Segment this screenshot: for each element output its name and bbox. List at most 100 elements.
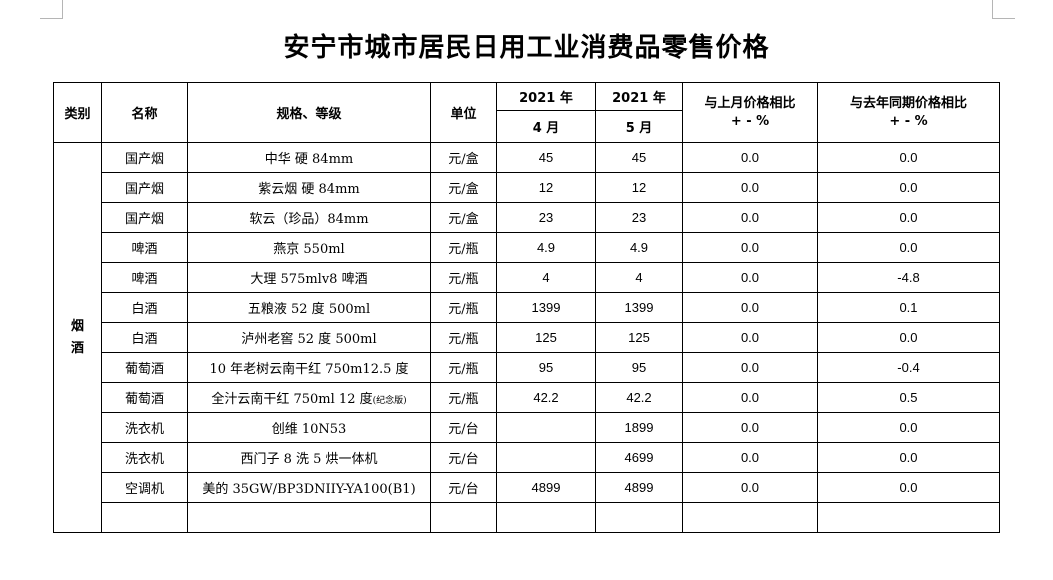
empty-cell — [817, 502, 1000, 533]
table-row: 啤酒 大理 575mlv8 啤酒 元/瓶 4 4 0.0 -4.8 — [54, 262, 1000, 293]
cell-may: 95 — [595, 352, 683, 383]
empty-cell — [496, 502, 596, 533]
cell-apr: 4.9 — [496, 232, 596, 263]
cell-unit: 元/台 — [430, 442, 497, 473]
header-mom: 与上月价格相比 + - % — [682, 82, 818, 143]
cell-name: 葡萄酒 — [101, 352, 188, 383]
cell-spec: 创维 10N53 — [187, 412, 431, 443]
header-row-months: 4 月 5 月 — [54, 110, 1000, 143]
cell-name: 啤酒 — [101, 232, 188, 263]
cell-spec-text: 西门子 8 洗 5 烘一体机 — [240, 452, 378, 467]
table-row: 葡萄酒 10 年老树云南干红 750m12.5 度元/瓶 95 95 0.0 -0.4 — [54, 352, 1000, 383]
cell-may: 4699 — [595, 442, 683, 473]
table-row: 空调机 美的 35GW/BP3DNIIY-YA100(B1) 元/台 4899 4899… — [54, 472, 1000, 503]
cell-may: 1399 — [595, 292, 683, 323]
cell-spec-text: 中华 硬 84mm — [264, 152, 354, 167]
cell-spec: 软云（珍品）84mm — [187, 202, 431, 233]
cell-spec-text: 软云（珍品）84mm — [249, 212, 369, 227]
cell-mom: 0.0 — [682, 142, 818, 173]
category-char: 酒 — [70, 340, 84, 356]
cell-mom: 0.0 — [682, 472, 818, 503]
cell-name: 洗衣机 — [101, 412, 188, 443]
table-row: 啤酒 燕京 550ml 元/瓶 4.9 4.9 0.0 0.0 — [54, 232, 1000, 263]
cell-apr: 1399 — [496, 292, 596, 323]
page-title: 安宁市城市居民日用工业消费品零售价格 — [283, 33, 770, 63]
cell-mom: 0.0 — [682, 382, 818, 413]
cell-unit: 元/瓶 — [430, 322, 497, 353]
cell-may: 1899 — [595, 412, 683, 443]
cell-spec-note: (纪念版) — [372, 396, 407, 406]
header-yoy-unit: + - % — [889, 113, 928, 129]
cell-yoy: 0.0 — [817, 172, 1000, 203]
cell-spec: 10 年老树云南干红 750m12.5 度 — [187, 352, 431, 383]
cell-apr: 42.2 — [496, 382, 596, 413]
cell-spec: 西门子 8 洗 5 烘一体机 — [187, 442, 431, 473]
cell-mom: 0.0 — [682, 322, 818, 353]
cell-name: 国产烟 — [101, 172, 188, 203]
cell-spec-text: 创维 10N53 — [271, 422, 347, 437]
cell-apr: 4899 — [496, 472, 596, 503]
cell-mom: 0.0 — [682, 292, 818, 323]
cell-apr — [496, 412, 596, 443]
cell-unit: 元/瓶 — [430, 292, 497, 323]
cell-name: 葡萄酒 — [101, 382, 188, 413]
cell-yoy: -4.8 — [817, 262, 1000, 293]
cell-unit: 元/盒 — [430, 202, 497, 233]
cell-name: 洗衣机 — [101, 442, 188, 473]
cell-apr: 125 — [496, 322, 596, 353]
table-row: 白酒 五粮液 52 度 500ml 元/瓶 1399 1399 0.0 0.1 — [54, 292, 1000, 323]
header-mom-title: 与上月价格相比 — [704, 95, 796, 111]
cell-spec: 紫云烟 硬 84mm — [187, 172, 431, 203]
cell-yoy: -0.4 — [817, 352, 1000, 383]
cell-apr: 12 — [496, 172, 596, 203]
cell-apr: 45 — [496, 142, 596, 173]
table-row: 烟酒国产烟 中华 硬 84mm 元/盒 45 45 0.0 0.0 — [53, 142, 1000, 533]
cell-spec: 全汁云南干红 750ml 12 度(纪念版) — [187, 382, 431, 413]
cell-mom: 0.0 — [682, 202, 818, 233]
cell-unit: 元/瓶 — [430, 382, 497, 413]
crop-mark-top-right — [992, 0, 1015, 19]
cell-yoy: 0.0 — [817, 472, 1000, 503]
cell-unit: 元/瓶 — [430, 262, 497, 293]
cell-yoy: 0.0 — [817, 202, 1000, 233]
cell-spec: 泸州老窖 52 度 500ml — [187, 322, 431, 353]
cell-may: 4 — [595, 262, 683, 293]
cell-spec-text: 紫云烟 硬 84mm — [258, 182, 360, 197]
cell-spec-text: 全汁云南干红 750ml 12 度 — [211, 392, 373, 407]
cell-mom: 0.0 — [682, 262, 818, 293]
cell-yoy: 0.0 — [817, 322, 1000, 353]
cell-spec-text: 泸州老窖 52 度 500ml — [241, 332, 377, 347]
cell-unit: 元/瓶 — [430, 232, 497, 263]
cell-spec-text: 燕京 550ml — [273, 242, 345, 257]
header-prev-month: 4 月 — [496, 110, 596, 143]
cell-spec: 燕京 550ml — [187, 232, 431, 263]
table-row: 国产烟 紫云烟 硬 84mm 元/盒 12 12 0.0 0.0 — [54, 172, 1000, 203]
header-spec: 规格、等级 — [187, 82, 431, 143]
cell-mom: 0.0 — [682, 352, 818, 383]
cell-unit: 元/台 — [430, 472, 497, 503]
cell-name: 白酒 — [101, 322, 188, 353]
header-prev-year: 2021 年 — [496, 82, 596, 111]
cell-spec: 中华 硬 84mm — [187, 142, 431, 173]
cell-spec: 大理 575mlv8 啤酒 — [187, 262, 431, 293]
header-category: 类别 — [53, 82, 102, 143]
cell-apr: 23 — [496, 202, 596, 233]
cell-unit: 元/瓶 — [430, 352, 497, 383]
cell-spec-text: 大理 575mlv8 啤酒 — [250, 272, 368, 287]
cell-may: 12 — [595, 172, 683, 203]
table-row-empty — [54, 502, 1000, 533]
cell-mom: 0.0 — [682, 172, 818, 203]
header-unit: 单位 — [430, 82, 497, 143]
cell-spec: 美的 35GW/BP3DNIIY-YA100(B1) — [187, 472, 431, 503]
header-name: 名称 — [101, 82, 188, 143]
cell-may: 125 — [595, 322, 683, 353]
empty-cell — [187, 502, 431, 533]
header-yoy: 与去年同期价格相比 + - % — [817, 82, 1000, 143]
cell-yoy: 0.1 — [817, 292, 1000, 323]
category-cell: 烟酒 — [53, 142, 102, 533]
cell-mom: 0.0 — [682, 232, 818, 263]
empty-cell — [682, 502, 818, 533]
cell-yoy: 0.0 — [817, 442, 1000, 473]
cell-mom: 0.0 — [682, 412, 818, 443]
cell-apr — [496, 442, 596, 473]
